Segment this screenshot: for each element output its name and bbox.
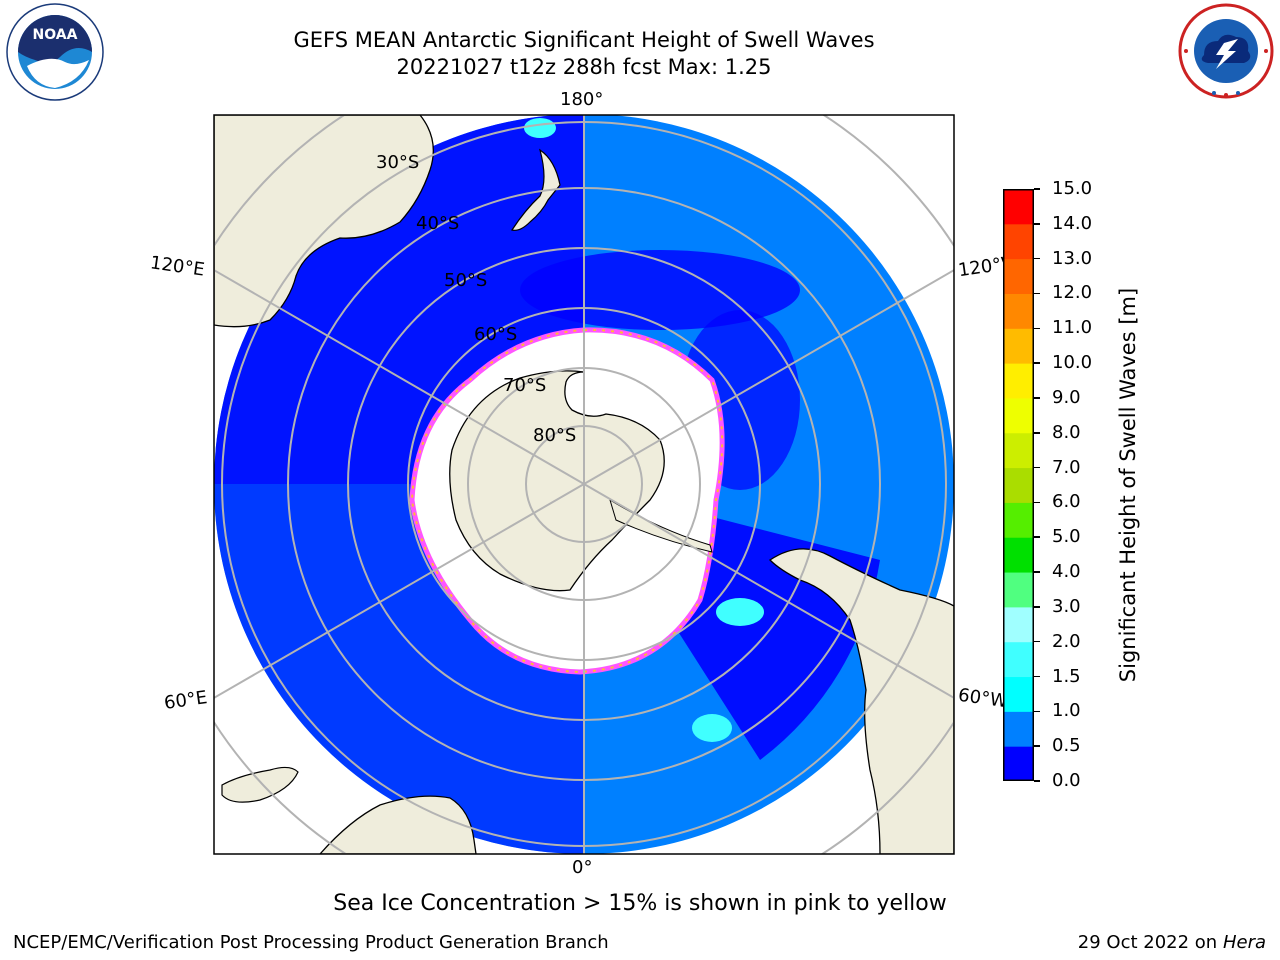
colorbar-segment <box>1003 328 1034 364</box>
colorbar-tick-label: 1.5 <box>1052 665 1081 687</box>
svg-text:NOAA: NOAA <box>33 27 78 43</box>
lat-label-80s: 80°S <box>533 425 577 446</box>
colorbar-tick-mark <box>1034 257 1040 260</box>
colorbar-tick-label: 4.0 <box>1052 561 1081 583</box>
colorbar-tick-label: 11.0 <box>1052 317 1093 339</box>
colorbar-tick-mark <box>1034 501 1040 504</box>
footer-date-text: 29 Oct 2022 on <box>1077 932 1223 953</box>
colorbar-tick-mark <box>1034 188 1040 190</box>
noaa-logo-icon: NOAA <box>6 3 104 101</box>
colorbar-tick-label: 0.5 <box>1052 735 1081 757</box>
colorbar-tick-mark <box>1034 675 1040 678</box>
colorbar-tick-mark <box>1034 292 1040 295</box>
colorbar-tick-label: 12.0 <box>1052 282 1093 304</box>
colorbar-tick-label: 8.0 <box>1052 421 1081 443</box>
madagascar <box>221 766 299 803</box>
colorbar-tick-label: 13.0 <box>1052 247 1093 269</box>
colorbar-tick-label: 6.0 <box>1052 491 1081 513</box>
lat-label-60s: 60°S <box>474 324 518 345</box>
colorbar-segment <box>1003 223 1034 260</box>
australia <box>214 115 434 328</box>
colorbar-tick-label: 7.0 <box>1052 456 1081 478</box>
colorbar-segment <box>1003 676 1034 712</box>
colorbar-segment <box>1003 606 1034 643</box>
colorbar-tick-mark <box>1034 223 1040 225</box>
colorbar-tick-mark <box>1034 397 1040 399</box>
colorbar-tick-label: 5.0 <box>1052 526 1081 548</box>
lat-label-40s: 40°S <box>416 213 460 234</box>
colorbar-tick-mark <box>1034 710 1040 713</box>
lon-label-0: 0° <box>572 857 593 878</box>
colorbar-tick-mark <box>1034 745 1040 747</box>
colorbar-segment <box>1003 397 1034 434</box>
colorbar-tick-label: 9.0 <box>1052 386 1081 408</box>
colorbar-tick-label: 14.0 <box>1052 212 1093 234</box>
colorbar-tick-label: 0.0 <box>1052 770 1081 791</box>
colorbar-segment <box>1003 467 1034 503</box>
south-america <box>768 548 954 854</box>
colorbar-segment <box>1003 641 1034 678</box>
colorbar-segment <box>1003 502 1034 538</box>
colorbar-segment <box>1003 293 1034 329</box>
footer-host: Hera <box>1222 932 1266 953</box>
colorbar-segment <box>1003 432 1034 469</box>
chart-title: GEFS MEAN Antarctic Significant Height o… <box>293 28 875 52</box>
lon-label-180: 180° <box>560 89 604 110</box>
colorbar-tick-mark <box>1034 780 1040 782</box>
new-zealand <box>511 148 561 231</box>
lat-label-30s: 30°S <box>376 152 420 173</box>
colorbar-tick-mark <box>1034 640 1040 643</box>
colorbar-label: Significant Height of Swell Waves [m] <box>1116 287 1140 683</box>
colorbar-segment <box>1003 363 1034 399</box>
lat-label-70s: 70°S <box>503 375 547 396</box>
colorbar-tick-mark <box>1034 432 1040 434</box>
colorbar-segment <box>1003 537 1034 573</box>
chart-subtitle: 20221027 t12z 288h fcst Max: 1.25 <box>396 55 772 79</box>
colorbar-tick-mark <box>1034 536 1040 538</box>
colorbar-tick-mark <box>1034 362 1040 364</box>
footer-date: 29 Oct 2022 on Hera <box>1078 932 1266 953</box>
colorbar-segment <box>1003 711 1034 747</box>
sea-ice-note: Sea Ice Concentration > 15% is shown in … <box>333 891 947 916</box>
swell-patch <box>716 598 764 626</box>
colorbar-tick-mark <box>1034 466 1040 469</box>
colorbar-tick-mark <box>1034 606 1040 608</box>
colorbar-segment <box>1003 258 1034 294</box>
nws-logo-icon <box>1178 3 1274 99</box>
colorbar-segment <box>1003 572 1034 608</box>
lat-label-50s: 50°S <box>444 270 488 291</box>
colorbar-tick-mark <box>1034 571 1040 573</box>
colorbar-tick-mark <box>1034 327 1040 330</box>
footer-credit: NCEP/EMC/Verification Post Processing Pr… <box>13 932 609 953</box>
colorbar-tick-label: 3.0 <box>1052 595 1081 617</box>
graticule <box>214 115 954 854</box>
colorbar <box>1003 189 1034 781</box>
map-frame <box>213 114 955 855</box>
colorbar-tick-label: 15.0 <box>1052 178 1093 199</box>
colorbar-segment <box>1003 189 1034 225</box>
colorbar-tick-label: 1.0 <box>1052 700 1081 722</box>
colorbar-segment <box>1003 746 1034 781</box>
africa <box>319 795 477 854</box>
colorbar-tick-label: 2.0 <box>1052 630 1081 652</box>
colorbar-tick-label: 10.0 <box>1052 352 1093 374</box>
